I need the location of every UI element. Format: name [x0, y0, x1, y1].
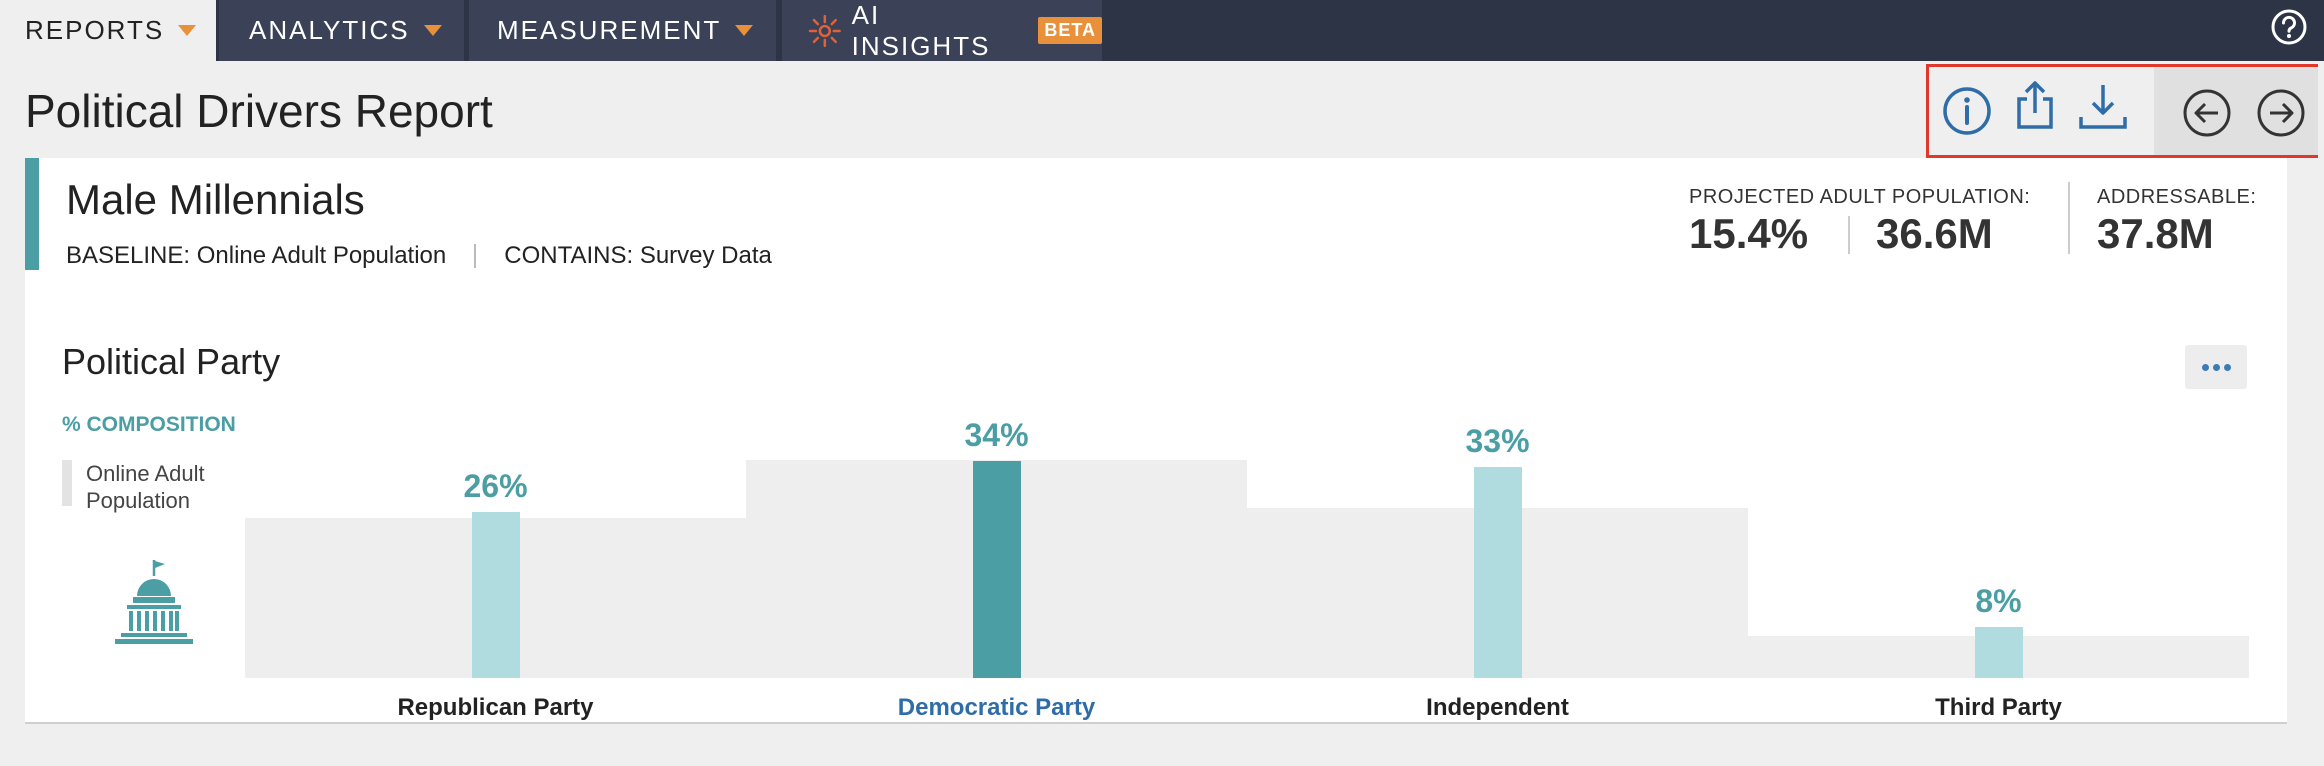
data-label: 26% [463, 468, 528, 505]
tab-reports[interactable]: REPORTS [0, 0, 216, 61]
dot [2223, 363, 2231, 371]
report-toolbar [1926, 64, 2318, 158]
segment-card: Male Millennials BASELINE: Online Adult … [25, 158, 2287, 724]
legend-swatch [62, 460, 72, 506]
page-title: Political Drivers Report [25, 85, 493, 137]
arrow-right-icon[interactable] [2255, 87, 2307, 139]
data-label: 8% [1975, 582, 2022, 619]
category-label[interactable]: Independent [1426, 694, 1569, 721]
segment-name: Male Millennials [66, 176, 365, 223]
divider [474, 244, 477, 268]
info-icon[interactable] [1941, 85, 1993, 137]
card-accent-bar [25, 158, 39, 270]
baseline-label: BASELINE: Online Adult Population [66, 242, 447, 269]
segment-meta: BASELINE: Online Adult Population CONTAI… [66, 242, 772, 270]
chart-bar[interactable] [972, 461, 1021, 678]
tab-reports-label: REPORTS [25, 15, 165, 45]
chevron-down-icon [178, 25, 197, 36]
divider [2068, 182, 2070, 254]
legend-label: Online Adult Population [86, 461, 205, 513]
share-icon[interactable] [2009, 79, 2061, 131]
tab-analytics[interactable]: ANALYTICS [219, 0, 464, 61]
data-label: 34% [964, 417, 1029, 454]
more-horizontal-icon [2201, 363, 2209, 371]
projected-percent: 15.4% [1689, 210, 1809, 257]
tab-measurement[interactable]: MEASUREMENT [469, 0, 776, 61]
tab-measurement-label: MEASUREMENT [497, 15, 722, 45]
composition-label: % COMPOSITION [62, 413, 236, 436]
tab-ai-insights-label: AI INSIGHTS [851, 0, 991, 61]
ai-sparkle-icon [808, 14, 841, 47]
chart-title: Political Party [62, 341, 281, 382]
projected-count: 36.6M [1876, 210, 1993, 257]
top-nav-bar: REPORTS ANALYTICS MEASUREMENT AI INSIGHT… [0, 0, 2324, 61]
chart-bar[interactable] [471, 512, 520, 678]
projected-population-label: PROJECTED ADULT POPULATION: [1689, 186, 2031, 208]
help-icon[interactable] [2270, 8, 2308, 46]
chart-bar[interactable] [1473, 467, 1522, 678]
chevron-down-icon [735, 25, 754, 36]
data-label: 33% [1465, 423, 1530, 460]
chevron-down-icon [423, 25, 442, 36]
tab-analytics-label: ANALYTICS [249, 15, 410, 45]
tab-ai-insights[interactable]: AI INSIGHTS BETA [782, 0, 1102, 61]
divider [1848, 216, 1850, 254]
category-label[interactable]: Third Party [1935, 694, 2062, 721]
category-label[interactable]: Democratic Party [897, 694, 1096, 721]
category-label[interactable]: Republican Party [397, 694, 594, 721]
dot [2212, 363, 2220, 371]
capitol-building-icon [115, 560, 193, 644]
chart-bar[interactable] [1974, 626, 2023, 678]
arrow-left-icon[interactable] [2181, 87, 2233, 139]
contains-label: CONTAINS: Survey Data [504, 242, 772, 269]
addressable-label: ADDRESSABLE: [2097, 186, 2257, 208]
more-options-button[interactable] [2185, 345, 2247, 389]
beta-badge: BETA [1038, 17, 1102, 44]
download-icon[interactable] [2077, 81, 2129, 133]
addressable-value: 37.8M [2097, 210, 2214, 257]
